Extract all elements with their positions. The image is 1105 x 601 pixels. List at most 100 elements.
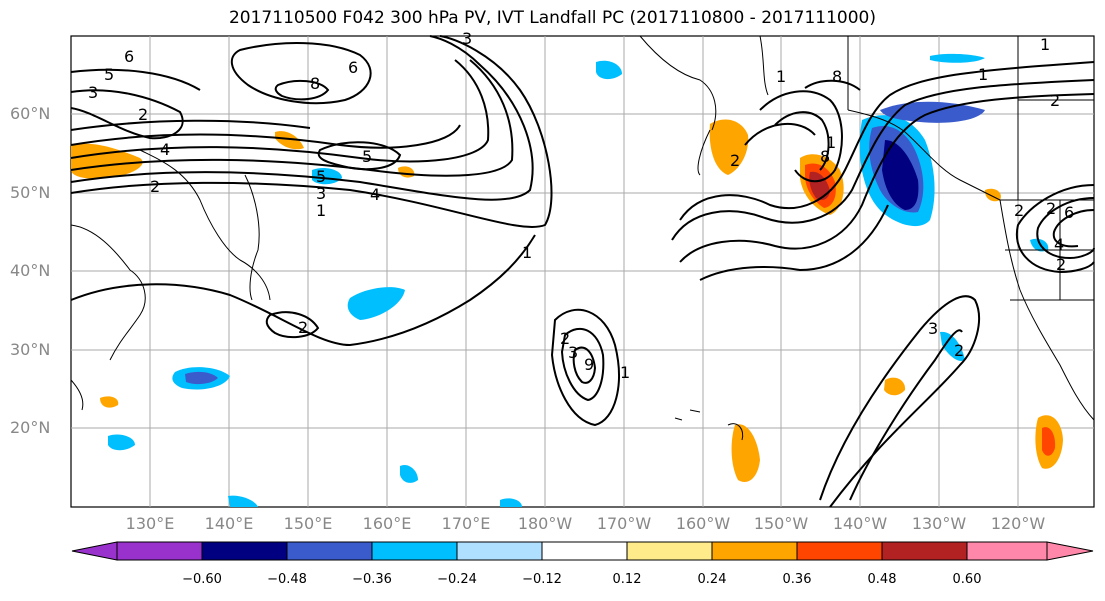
contour-labels: 6 5 3 2 4 2 8 6 5 5 4 3 1 1 2 1 2 3 9 1 … bbox=[88, 29, 1074, 382]
shade-small-blue-1 bbox=[940, 331, 965, 361]
contour-label: 1 bbox=[522, 243, 532, 262]
colorbar-segment bbox=[371, 541, 458, 561]
shade-small-blue-7 bbox=[228, 495, 258, 507]
lon-label: 130°E bbox=[125, 514, 175, 533]
shade-aleutian-orange bbox=[709, 119, 749, 175]
contour-label: 8 bbox=[820, 147, 830, 166]
lat-label: 30°N bbox=[10, 340, 51, 359]
colorbar-segment bbox=[541, 541, 628, 561]
lat-label: 60°N bbox=[10, 104, 51, 123]
lon-label: 170°W bbox=[596, 514, 652, 533]
shade-central-blue bbox=[347, 287, 405, 320]
colorbar-segment bbox=[456, 541, 543, 561]
contour-label: 3 bbox=[568, 343, 578, 362]
shade-kamchatka-blue bbox=[312, 167, 342, 185]
contour-label: 2 bbox=[150, 177, 160, 196]
colorbar-label: 0.24 bbox=[697, 572, 727, 587]
shade-small-blue-8 bbox=[500, 498, 522, 507]
colorbar-label: −0.48 bbox=[267, 572, 307, 587]
colorbar-segment bbox=[116, 541, 203, 561]
contour-label: 6 bbox=[1064, 203, 1074, 222]
contour-label: 2 bbox=[560, 329, 570, 348]
contour-label: 6 bbox=[348, 58, 358, 77]
contour-label: 4 bbox=[1054, 235, 1064, 254]
contour-label: 1 bbox=[620, 363, 630, 382]
colorbar-label: 0.60 bbox=[952, 572, 982, 587]
colorbar-label: 0.48 bbox=[867, 572, 897, 587]
shade-small-blue-3 bbox=[400, 464, 418, 483]
lat-label: 50°N bbox=[10, 183, 51, 202]
shade-warm-darkest bbox=[809, 171, 830, 200]
shade-mexico-red bbox=[1042, 427, 1056, 456]
contour-label: 1 bbox=[826, 133, 836, 152]
colorbar-label: 0.36 bbox=[782, 572, 812, 587]
graticule bbox=[71, 36, 1094, 507]
colorbar-label: −0.12 bbox=[522, 572, 562, 587]
colorbar-segment bbox=[796, 541, 883, 561]
contour-label: 2 bbox=[954, 341, 964, 360]
map-title: 2017110500 F042 300 hPa PV, IVT Landfall… bbox=[228, 8, 876, 28]
contour-label: 1 bbox=[978, 65, 988, 84]
shade-small-blue-5 bbox=[930, 53, 985, 63]
contour-label: 3 bbox=[316, 184, 326, 203]
lon-label: 180°W bbox=[517, 514, 573, 533]
lat-label: 20°N bbox=[10, 418, 51, 437]
colorbar-label: 0.12 bbox=[612, 572, 642, 587]
contour-label: 6 bbox=[124, 47, 134, 66]
colorbar-segment bbox=[201, 541, 288, 561]
lon-label: 150°W bbox=[753, 514, 809, 533]
pc-shading bbox=[71, 53, 1063, 507]
contour-label: 2 bbox=[1056, 255, 1066, 274]
contour-label: 4 bbox=[160, 140, 170, 159]
contour-label: 8 bbox=[832, 67, 842, 86]
colorbar-segment bbox=[711, 541, 798, 561]
contour-label: 2 bbox=[1050, 91, 1060, 110]
colorbar-segment bbox=[1046, 541, 1094, 561]
contour-label: 3 bbox=[88, 83, 98, 102]
coastlines bbox=[70, 35, 1095, 441]
contour-label: 2 bbox=[1014, 201, 1024, 220]
contour-label: 4 bbox=[370, 185, 380, 204]
shade-japan-sea-orange bbox=[71, 143, 143, 179]
shade-hawaii-orange bbox=[731, 424, 760, 482]
contour-label: 3 bbox=[928, 319, 938, 338]
colorbar-segment bbox=[881, 541, 968, 561]
contour-label: 2 bbox=[138, 105, 148, 124]
colorbar-label: −0.24 bbox=[437, 572, 477, 587]
contour-label: 5 bbox=[316, 167, 326, 186]
lon-label: 160°E bbox=[362, 514, 412, 533]
contour-label: 1 bbox=[316, 201, 326, 220]
colorbar-segment bbox=[966, 541, 1048, 561]
contour-label: 1 bbox=[1040, 35, 1050, 54]
shade-small-blue-4 bbox=[596, 60, 622, 80]
lat-label: 40°N bbox=[10, 261, 51, 280]
lon-label: 130°W bbox=[911, 514, 967, 533]
shade-w-pacific-mid bbox=[185, 371, 218, 385]
lon-label: 170°E bbox=[441, 514, 491, 533]
lon-label: 120°W bbox=[990, 514, 1046, 533]
lon-label: 160°W bbox=[675, 514, 731, 533]
colorbar-segment bbox=[626, 541, 713, 561]
shade-small-blue-2 bbox=[108, 434, 135, 451]
contour-label: 3 bbox=[462, 29, 472, 48]
colorbar-segment bbox=[71, 541, 118, 561]
colorbar-label: −0.36 bbox=[352, 572, 392, 587]
contour-label: 2 bbox=[298, 318, 308, 337]
lon-label: 140°E bbox=[204, 514, 254, 533]
shade-gulf-alaska-dark bbox=[882, 140, 919, 210]
colorbar-segment bbox=[286, 541, 373, 561]
contour-label: 9 bbox=[584, 355, 594, 374]
lon-label: 140°W bbox=[832, 514, 888, 533]
contour-label: 2 bbox=[730, 151, 740, 170]
contour-label: 5 bbox=[362, 147, 372, 166]
colorbar bbox=[71, 541, 1094, 561]
contour-label: 2 bbox=[1046, 199, 1056, 218]
contour-label: 1 bbox=[776, 67, 786, 86]
shade-okhotsk-orange bbox=[275, 131, 304, 150]
shade-small-orange-2 bbox=[100, 396, 119, 408]
lon-label: 150°E bbox=[283, 514, 333, 533]
contour-label: 5 bbox=[104, 65, 114, 84]
pv-contours bbox=[70, 35, 1095, 508]
colorbar-label: −0.60 bbox=[182, 572, 222, 587]
